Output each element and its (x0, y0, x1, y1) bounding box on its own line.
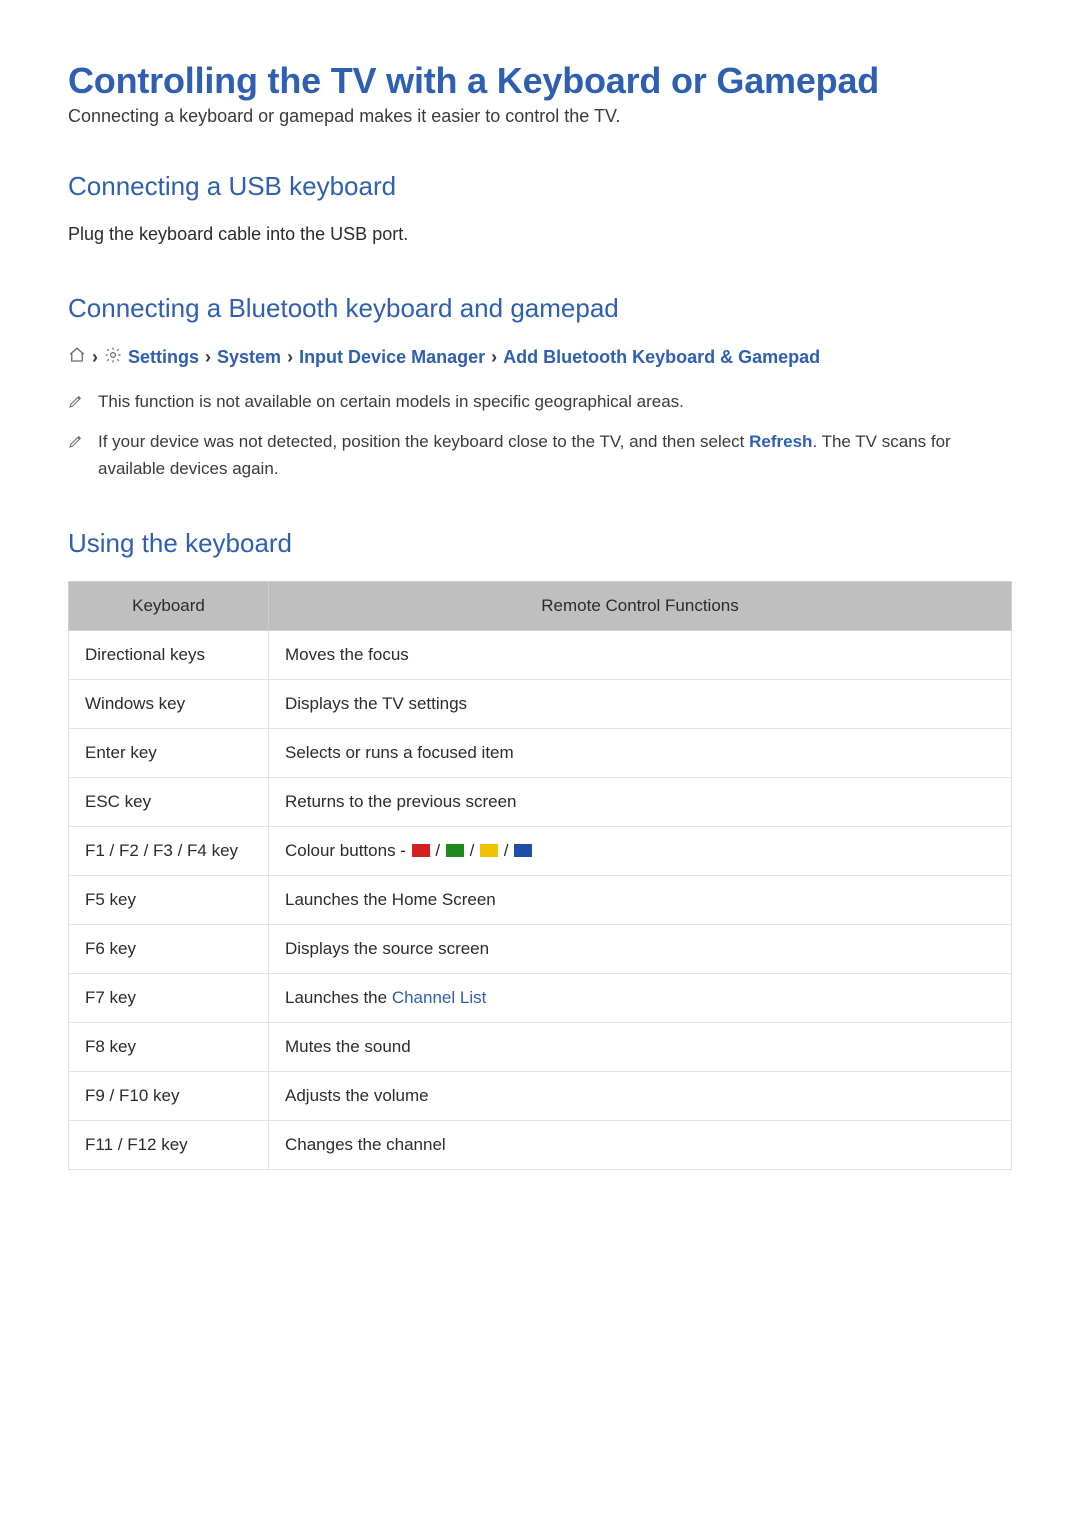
home-icon (68, 346, 86, 369)
color-swatch (514, 844, 532, 857)
table-cell-key: F9 / F10 key (69, 1072, 269, 1121)
table-cell-function: Returns to the previous screen (269, 778, 1012, 827)
table-row: F11 / F12 keyChanges the channel (69, 1121, 1012, 1170)
page-title: Controlling the TV with a Keyboard or Ga… (68, 60, 1012, 102)
table-cell-function: Mutes the sound (269, 1023, 1012, 1072)
table-row: F8 keyMutes the sound (69, 1023, 1012, 1072)
table-row: Enter keySelects or runs a focused item (69, 729, 1012, 778)
table-cell-key: F7 key (69, 974, 269, 1023)
section-heading-bluetooth: Connecting a Bluetooth keyboard and game… (68, 293, 1012, 324)
table-cell-key: F6 key (69, 925, 269, 974)
table-row: F6 keyDisplays the source screen (69, 925, 1012, 974)
table-cell-function: Colour buttons - / / / (269, 827, 1012, 876)
section-heading-using: Using the keyboard (68, 528, 1012, 559)
pencil-icon (68, 431, 84, 482)
page-subtitle: Connecting a keyboard or gamepad makes i… (68, 106, 1012, 127)
section-heading-usb: Connecting a USB keyboard (68, 171, 1012, 202)
breadcrumb: › Settings › System › Input Device Manag… (68, 346, 1012, 369)
table-cell-key: Enter key (69, 729, 269, 778)
table-row: F5 keyLaunches the Home Screen (69, 876, 1012, 925)
breadcrumb-item-input-device-manager[interactable]: Input Device Manager (299, 347, 485, 368)
table-cell-key: Windows key (69, 680, 269, 729)
pencil-icon (68, 391, 84, 417)
keyboard-table: Keyboard Remote Control Functions Direct… (68, 581, 1012, 1170)
table-cell-key: F5 key (69, 876, 269, 925)
table-row: F9 / F10 keyAdjusts the volume (69, 1072, 1012, 1121)
gear-icon (104, 346, 122, 369)
breadcrumb-item-add-bluetooth[interactable]: Add Bluetooth Keyboard & Gamepad (503, 347, 820, 368)
table-header-functions: Remote Control Functions (269, 582, 1012, 631)
table-cell-key: F1 / F2 / F3 / F4 key (69, 827, 269, 876)
note-item: If your device was not detected, positio… (68, 429, 1012, 482)
table-cell-function: Changes the channel (269, 1121, 1012, 1170)
table-row: ESC keyReturns to the previous screen (69, 778, 1012, 827)
table-row: F7 keyLaunches the Channel List (69, 974, 1012, 1023)
table-row: F1 / F2 / F3 / F4 keyColour buttons - / … (69, 827, 1012, 876)
note-text: This function is not available on certai… (98, 389, 684, 417)
table-cell-function: Adjusts the volume (269, 1072, 1012, 1121)
table-cell-key: F11 / F12 key (69, 1121, 269, 1170)
notes-list: This function is not available on certai… (68, 389, 1012, 482)
color-swatch (412, 844, 430, 857)
table-row: Windows keyDisplays the TV settings (69, 680, 1012, 729)
chevron-icon: › (92, 347, 98, 368)
breadcrumb-item-system[interactable]: System (217, 347, 281, 368)
refresh-link[interactable]: Refresh (749, 432, 812, 451)
color-swatch (446, 844, 464, 857)
table-cell-key: ESC key (69, 778, 269, 827)
table-cell-function: Launches the Home Screen (269, 876, 1012, 925)
breadcrumb-item-settings[interactable]: Settings (128, 347, 199, 368)
table-cell-function: Moves the focus (269, 631, 1012, 680)
note-text: If your device was not detected, positio… (98, 429, 1012, 482)
table-cell-function: Displays the source screen (269, 925, 1012, 974)
chevron-icon: › (491, 347, 497, 368)
usb-text: Plug the keyboard cable into the USB por… (68, 224, 1012, 245)
color-swatch (480, 844, 498, 857)
chevron-icon: › (287, 347, 293, 368)
channel-list-link[interactable]: Channel List (392, 988, 487, 1007)
chevron-icon: › (205, 347, 211, 368)
table-cell-function: Selects or runs a focused item (269, 729, 1012, 778)
table-row: Directional keysMoves the focus (69, 631, 1012, 680)
table-cell-key: F8 key (69, 1023, 269, 1072)
table-cell-key: Directional keys (69, 631, 269, 680)
table-header-keyboard: Keyboard (69, 582, 269, 631)
table-cell-function: Launches the Channel List (269, 974, 1012, 1023)
table-cell-function: Displays the TV settings (269, 680, 1012, 729)
note-item: This function is not available on certai… (68, 389, 1012, 417)
